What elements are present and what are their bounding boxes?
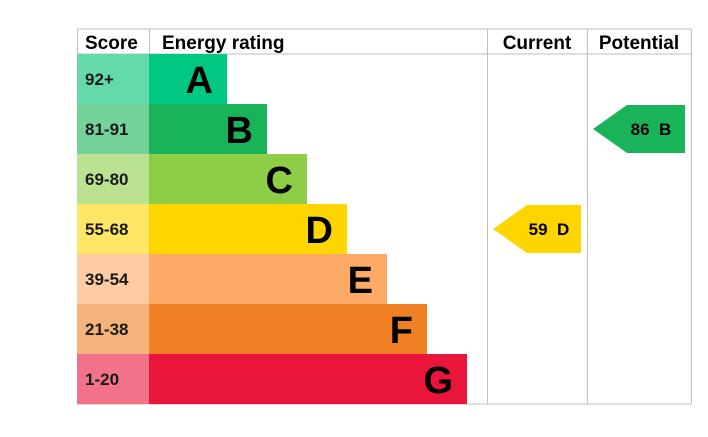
score-range-e: 39-54	[85, 270, 129, 289]
band-letter-c: C	[266, 160, 293, 202]
score-cell-f	[77, 304, 149, 354]
score-range-g: 1-20	[85, 370, 119, 389]
rating-indicators: 59 D 86 B	[493, 105, 685, 253]
band-bar-g	[149, 354, 467, 404]
band-bar-e	[149, 254, 387, 304]
band-letter-a: A	[186, 60, 213, 102]
score-cell-b	[77, 104, 149, 154]
score-range-d: 55-68	[85, 220, 128, 239]
score-range-f: 21-38	[85, 320, 128, 339]
potential-rating-label: 86 B	[631, 120, 672, 139]
band-bar-c	[149, 154, 307, 204]
band-letter-b: B	[226, 110, 253, 152]
score-range-b: 81-91	[85, 120, 128, 139]
score-cell-e	[77, 254, 149, 304]
header-score: Score	[85, 33, 138, 54]
current-rating-arrow	[493, 205, 581, 253]
header-current: Current	[503, 33, 572, 54]
band-bar-a	[149, 54, 227, 104]
header-energy-rating: Energy rating	[162, 33, 284, 54]
score-range-c: 69-80	[85, 170, 128, 189]
band-letter-e: E	[348, 260, 373, 302]
score-cell-d	[77, 204, 149, 254]
potential-rating-arrow	[593, 105, 685, 153]
band-letter-d: D	[306, 210, 333, 252]
current-rating-label: 59 D	[529, 220, 570, 239]
band-bar-b	[149, 104, 267, 154]
score-cell-a	[77, 54, 149, 104]
score-cell-g	[77, 354, 149, 404]
band-letter-f: F	[390, 310, 413, 352]
band-bar-d	[149, 204, 347, 254]
band-bar-f	[149, 304, 427, 354]
score-range-a: 92+	[85, 70, 114, 89]
header-potential: Potential	[599, 33, 679, 54]
score-cell-c	[77, 154, 149, 204]
rating-bands: 92+ A 81-91 B 69-80 C 55-68 D 39-54 E 21-38 F 1-20 G	[77, 54, 467, 404]
band-letter-g: G	[423, 360, 453, 402]
